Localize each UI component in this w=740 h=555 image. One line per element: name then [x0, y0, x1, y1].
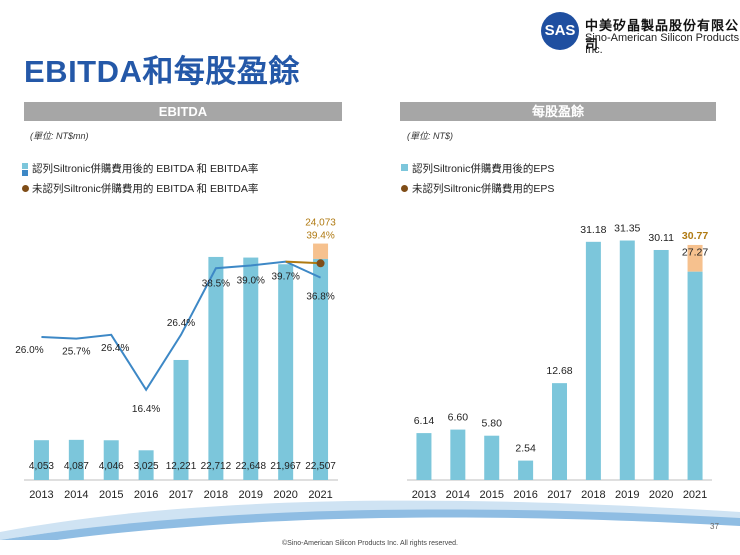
ebitda-legend-dot-marker: [22, 185, 29, 192]
ebitda-margin-label-2017: 26.4%: [167, 318, 195, 329]
eps-panel-header: 每股盈餘: [400, 102, 716, 121]
ebitda-unit-label: (單位: NT$mn): [30, 131, 89, 141]
ebitda-bar-2018: [208, 256, 224, 480]
ebitda-x-tick-2021: 2021: [308, 489, 332, 501]
ebitda-bar-2014: [68, 439, 84, 480]
eps-legend-item-1: 認列Siltronic併購費用後的EPS: [412, 163, 555, 175]
eps-bar-2021-excl-cost: [687, 244, 703, 272]
eps-bar-2013: [416, 433, 432, 480]
ebitda-value-label-2019: 22,648: [235, 461, 266, 472]
ebitda-bar-2016: [138, 450, 154, 480]
ebitda-x-tick-2019: 2019: [239, 489, 263, 501]
eps-bar-2018: [585, 241, 601, 480]
ebitda-x-tick-2016: 2016: [134, 489, 158, 501]
eps-x-tick-2019: 2019: [615, 489, 639, 501]
page-number: 37: [710, 522, 719, 531]
ebitda-margin-label-2014: 25.7%: [62, 347, 90, 358]
eps-bar-2015: [484, 435, 500, 480]
ebitda-margin-label-2019: 39.0%: [237, 276, 265, 287]
company-name-chinese: 中美矽晶製品股份有限公司: [585, 18, 740, 52]
eps-value-label-2013: 6.14: [414, 415, 435, 427]
eps-bar-2016: [518, 460, 534, 480]
eps-x-tick-2021: 2021: [683, 489, 707, 501]
eps-value-label-2015: 5.80: [482, 418, 503, 430]
ebitda-x-tick-2013: 2013: [29, 489, 53, 501]
eps-unit-label: (單位: NT$): [407, 131, 453, 141]
ebitda-margin-label-2016: 16.4%: [132, 404, 160, 415]
eps-bar-2021: [687, 271, 703, 480]
ebitda-bar-2020: [278, 264, 294, 480]
ebitda-legend-bar-marker: [22, 163, 28, 169]
eps-x-tick-2018: 2018: [581, 489, 605, 501]
eps-bar-2014: [450, 429, 466, 480]
eps-legend-item-2: 未認列Siltronic併購費用的EPS: [412, 183, 555, 195]
ebitda-value-label-2021: 22,507: [305, 461, 336, 472]
ebitda-value-label-2015: 4,046: [99, 461, 124, 472]
ebitda-margin-label-2021: 36.8%: [306, 292, 334, 303]
ebitda-bar-2021-excl-cost: [313, 243, 329, 259]
ebitda-x-tick-2014: 2014: [64, 489, 88, 501]
eps-x-tick-2017: 2017: [547, 489, 571, 501]
eps-value-label-2014: 6.60: [448, 412, 469, 424]
eps-value-label-2016: 2.54: [515, 443, 536, 455]
ebitda-value-label-2018: 22,712: [201, 461, 232, 472]
eps-value-label-2020: 30.11: [648, 232, 674, 244]
eps-bar-2020: [653, 249, 669, 480]
ebitda-margin-line: [41, 260, 321, 392]
ebitda-bar-2013: [33, 440, 49, 480]
eps-value-label-2021: 27.27: [682, 247, 708, 259]
ebitda-legend-item-1: 認列Siltronic併購費用後的 EBITDA 和 EBITDA率: [32, 163, 259, 175]
ebitda-x-tick-2020: 2020: [273, 489, 297, 501]
ebitda-margin-label-2020: 39.7%: [271, 272, 299, 283]
ebitda-value-label-2017: 12,221: [166, 461, 197, 472]
eps-x-tick-2020: 2020: [649, 489, 673, 501]
ebitda-x-tick-2018: 2018: [204, 489, 228, 501]
ebitda-margin-line-excl-cost: [285, 260, 321, 265]
ebitda-value-label-2013: 4,053: [29, 461, 54, 472]
ebitda-bar-2021: [313, 258, 329, 480]
ebitda-bar-2015: [103, 440, 119, 480]
eps-bar-2019: [619, 240, 635, 480]
eps-bar-2017: [552, 383, 567, 480]
copyright-notice: ©Sino-American Silicon Products Inc. All…: [282, 540, 458, 547]
eps-legend-dot-marker: [401, 185, 408, 192]
footer-band: [0, 540, 740, 555]
eps-x-tick-2013: 2013: [412, 489, 436, 501]
eps-legend-bar-marker: [401, 164, 408, 171]
eps-x-tick-2016: 2016: [513, 489, 537, 501]
ebitda-margin-label-2018: 38.5%: [202, 278, 230, 289]
ebitda-legend-item-2: 未認列Siltronic併購費用的 EBITDA 和 EBITDA率: [32, 183, 259, 195]
ebitda-bar-2019: [243, 257, 259, 480]
ebitda-x-tick-2017: 2017: [169, 489, 193, 501]
ebitda-excl-cost-margin-label: 39.4%: [306, 231, 334, 242]
ebitda-value-label-2020: 21,967: [270, 461, 301, 472]
ebitda-margin-label-2013: 26.0%: [15, 345, 43, 356]
ebitda-excl-cost-value-label: 24,073: [305, 218, 336, 229]
ebitda-panel-header: EBITDA: [24, 102, 342, 121]
ebitda-margin-label-2015: 26.4%: [101, 343, 129, 354]
ebitda-x-tick-2015: 2015: [99, 489, 123, 501]
eps-value-label-2019: 31.35: [614, 223, 640, 235]
ebitda-value-label-2014: 4,087: [64, 461, 89, 472]
decorative-swoosh-light: [0, 500, 740, 540]
page-title: EBITDA和每股盈餘: [24, 54, 300, 89]
ebitda-bar-2017: [173, 359, 189, 480]
company-name-english: Sino-American Silicon Products Inc.: [585, 32, 740, 56]
eps-value-label-2018: 31.18: [580, 224, 606, 236]
ebitda-margin-marker-excl-cost: [316, 259, 325, 268]
eps-excl-cost-value-label: 30.77: [682, 230, 708, 242]
ebitda-legend-line-marker: [22, 170, 28, 176]
eps-x-tick-2014: 2014: [446, 489, 470, 501]
ebitda-value-label-2016: 3,025: [134, 461, 159, 472]
eps-value-label-2017: 12.68: [546, 365, 572, 377]
eps-x-tick-2015: 2015: [479, 489, 503, 501]
decorative-swoosh-dark: [0, 509, 740, 548]
company-logo: SAS: [541, 12, 579, 50]
